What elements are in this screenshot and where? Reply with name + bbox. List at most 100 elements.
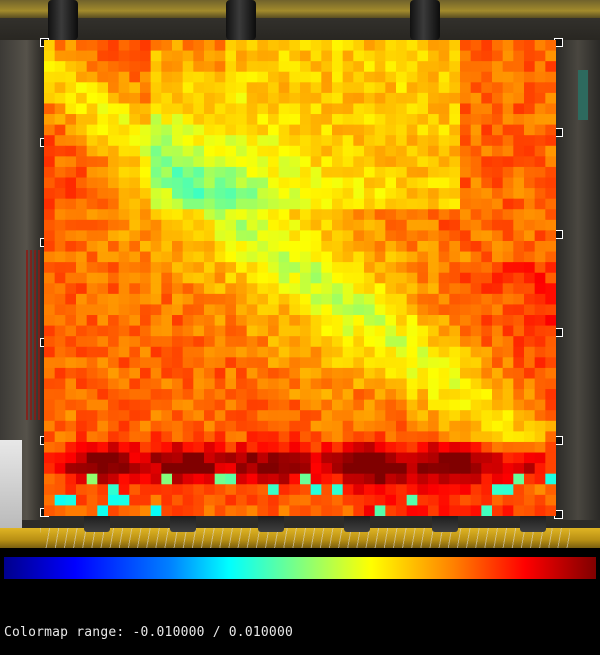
field-cell	[86, 484, 98, 496]
field-cell	[108, 389, 120, 401]
field-cell	[97, 325, 109, 337]
field-cell	[172, 114, 184, 126]
field-cell	[364, 262, 376, 274]
field-cell	[44, 325, 56, 337]
field-cell	[44, 177, 56, 189]
field-cell	[460, 103, 472, 115]
field-cell	[225, 198, 237, 210]
field-cell	[44, 410, 56, 422]
field-cell	[545, 336, 556, 348]
field-cell	[428, 156, 440, 168]
field-cell	[204, 494, 216, 507]
field-cell	[214, 71, 226, 83]
field-cell	[204, 124, 216, 136]
field-cell	[204, 357, 216, 369]
field-cell	[396, 346, 408, 358]
field-cell	[342, 452, 354, 464]
field-cell	[54, 494, 66, 507]
field-cell	[76, 219, 88, 231]
field-cell	[86, 378, 98, 390]
field-cell	[417, 463, 429, 475]
field-cell	[268, 188, 280, 200]
field-cell	[76, 315, 88, 327]
field-cell	[161, 494, 173, 507]
field-cell	[374, 315, 386, 327]
field-cell	[193, 103, 205, 115]
field-cell	[108, 124, 120, 136]
field-cell	[364, 230, 376, 242]
field-cell	[353, 156, 365, 168]
field-cell	[300, 166, 312, 179]
field-cell	[396, 283, 408, 295]
field-cell	[310, 219, 322, 231]
field-cell	[97, 209, 109, 221]
field-cell	[182, 315, 194, 327]
field-cell	[278, 219, 290, 231]
field-cell	[513, 441, 525, 454]
field-cell	[364, 389, 376, 401]
field-cell	[65, 494, 77, 507]
field-cell	[428, 410, 440, 422]
field-cell	[513, 50, 525, 62]
field-cell	[310, 304, 322, 316]
field-cell	[225, 399, 237, 411]
field-cell	[481, 399, 493, 411]
field-cell	[44, 262, 56, 274]
field-cell	[524, 367, 536, 380]
field-cell	[406, 209, 418, 221]
field-cell	[513, 177, 525, 189]
field-cell	[161, 431, 173, 443]
field-cell	[534, 431, 546, 443]
field-cell	[438, 336, 450, 348]
field-cell	[492, 494, 504, 507]
field-cell	[470, 505, 482, 516]
field-cell	[438, 357, 450, 369]
field-cell	[150, 71, 162, 83]
field-cell	[534, 209, 546, 221]
field-cell	[140, 410, 152, 422]
field-cell	[545, 166, 556, 179]
field-cell	[321, 441, 333, 454]
field-cell	[172, 325, 184, 337]
field-cell	[385, 357, 397, 369]
field-cell	[129, 378, 141, 390]
field-cell	[161, 198, 173, 210]
field-cell	[118, 325, 130, 337]
field-cell	[182, 272, 194, 284]
field-cell	[502, 410, 514, 422]
field-cell	[545, 463, 556, 475]
field-cell	[524, 209, 536, 221]
field-cell	[182, 452, 194, 464]
field-cell	[246, 463, 258, 475]
field-cell	[278, 304, 290, 316]
field-cell	[257, 473, 269, 485]
field-cell	[225, 262, 237, 274]
field-cell	[417, 71, 429, 83]
field-cell	[118, 494, 130, 507]
field-cell	[524, 399, 536, 411]
field-cell	[492, 473, 504, 485]
field-cell	[54, 103, 66, 115]
field-cell	[193, 441, 205, 454]
field-cell	[374, 262, 386, 274]
field-cell	[86, 272, 98, 284]
field-cell	[225, 367, 237, 380]
field-cell	[385, 399, 397, 411]
field-cell	[321, 166, 333, 179]
field-cell	[470, 431, 482, 443]
field-cell	[417, 145, 429, 157]
field-cell	[300, 198, 312, 210]
field-cell	[449, 315, 461, 327]
field-cell	[396, 103, 408, 115]
field-cell	[268, 71, 280, 83]
field-cell	[214, 473, 226, 485]
field-cell	[342, 177, 354, 189]
field-cell	[342, 50, 354, 62]
field-cell	[353, 40, 365, 52]
field-cell	[54, 114, 66, 126]
field-cell	[481, 114, 493, 126]
field-cell	[300, 82, 312, 94]
field-cell	[470, 251, 482, 263]
field-cell	[406, 378, 418, 390]
field-cell	[172, 145, 184, 157]
